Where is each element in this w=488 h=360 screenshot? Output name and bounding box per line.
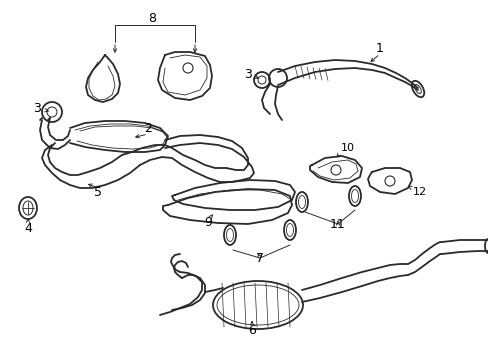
- Text: 2: 2: [144, 122, 152, 135]
- Text: 3: 3: [244, 68, 251, 81]
- Text: 10: 10: [340, 143, 354, 153]
- Text: 1: 1: [375, 41, 383, 54]
- Text: 11: 11: [329, 217, 345, 230]
- Text: 9: 9: [203, 216, 211, 230]
- Text: 5: 5: [94, 186, 102, 199]
- Text: 12: 12: [412, 187, 426, 197]
- Text: 8: 8: [148, 12, 156, 24]
- Text: 4: 4: [24, 221, 32, 234]
- Text: 6: 6: [247, 324, 255, 337]
- Text: 7: 7: [256, 252, 264, 265]
- Text: 3: 3: [33, 102, 41, 114]
